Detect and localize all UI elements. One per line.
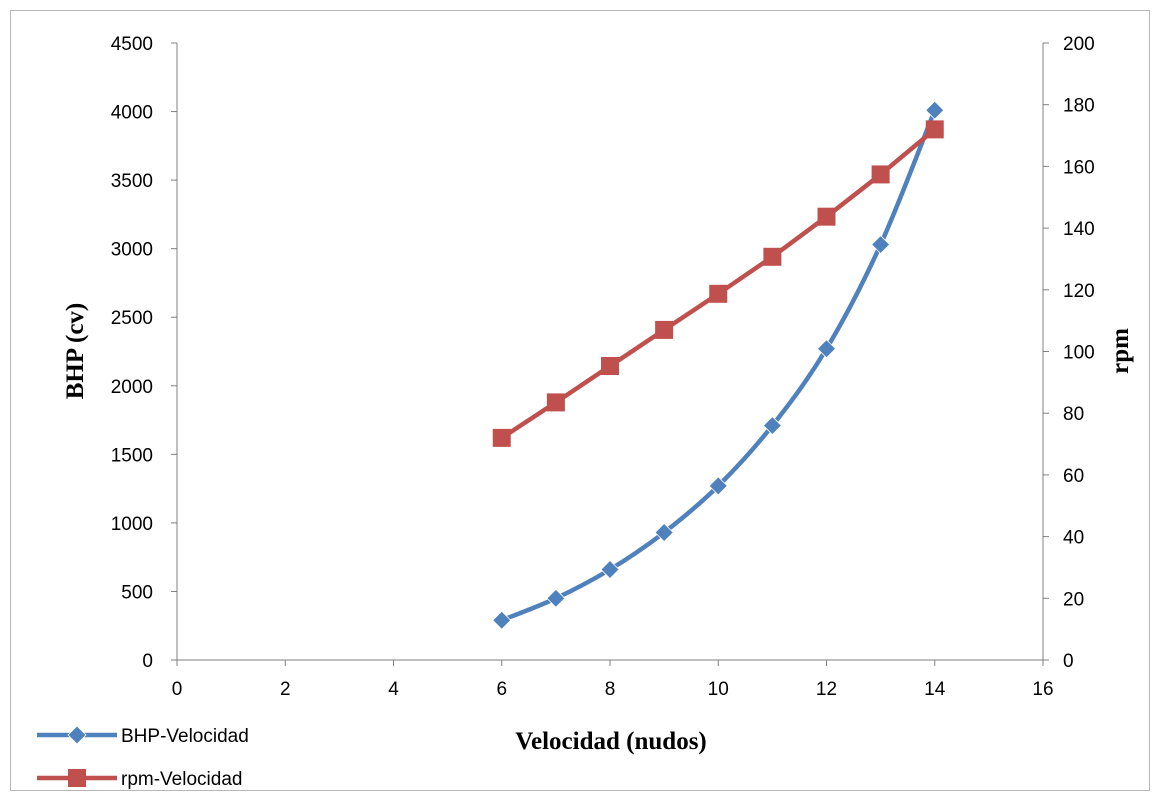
series-point-1 <box>817 207 836 226</box>
y2-tick-label: 80 <box>1063 404 1084 425</box>
legend-label: rpm-Velocidad <box>121 769 242 790</box>
series-point-0 <box>600 559 620 580</box>
x-tick-label: 2 <box>280 679 291 700</box>
ticks-layer: 0 2 4 6 8 10 12 14 16050010001500200025003000350… <box>111 34 1095 700</box>
series-point-1 <box>709 284 728 303</box>
series-point-1 <box>925 120 944 139</box>
y2-axis-title: rpm <box>1107 328 1134 374</box>
y-tick-label: 1000 <box>111 514 153 535</box>
series-point-1 <box>655 320 674 339</box>
legend-marker <box>68 769 86 787</box>
chart-frame <box>10 10 1150 791</box>
y2-tick-label: 0 <box>1063 651 1074 672</box>
titles-layer: Velocidad (nudos) BHP (cv) rpm <box>62 303 1134 755</box>
series-point-1 <box>492 428 511 447</box>
y2-tick-label: 200 <box>1063 34 1095 55</box>
legend-entry: BHP-Velocidad <box>37 725 249 747</box>
y-tick-label: 4500 <box>111 34 153 55</box>
x-tick-label: 14 <box>924 679 946 700</box>
y2-tick-label: 20 <box>1063 589 1084 610</box>
y2-tick-label: 160 <box>1063 157 1095 178</box>
legend: BHP-Velocidad rpm-Velocidad <box>37 725 249 790</box>
y2-tick-label: 40 <box>1063 528 1084 549</box>
series-point-0 <box>762 415 782 436</box>
y2-tick-label: 120 <box>1063 281 1095 302</box>
series-point-1 <box>763 247 782 266</box>
y-tick-label: 4000 <box>111 103 153 124</box>
series-point-0 <box>492 610 512 630</box>
x-axis-title: Velocidad (nudos) <box>515 728 707 755</box>
series-point-1 <box>546 393 565 412</box>
series-point-1 <box>601 356 619 375</box>
legend-marker <box>67 725 87 745</box>
x-tick-label: 12 <box>816 679 837 700</box>
series-point-0 <box>871 234 891 255</box>
y-tick-label: 2500 <box>111 308 153 329</box>
series-layer <box>492 100 945 630</box>
series-point-0 <box>925 100 945 120</box>
y-axis-title: BHP (cv) <box>62 303 89 400</box>
y2-tick-label: 140 <box>1063 219 1095 240</box>
y-tick-label: 3500 <box>111 171 153 192</box>
y-tick-label: 0 <box>142 651 153 672</box>
legend-label: BHP-Velocidad <box>121 726 249 747</box>
x-tick-label: 10 <box>708 679 729 700</box>
series-point-0 <box>546 588 566 608</box>
series-line-0 <box>499 107 937 623</box>
y2-tick-label: 180 <box>1063 96 1095 117</box>
y2-tick-label: 100 <box>1063 343 1095 364</box>
y-tick-label: 1500 <box>111 445 153 466</box>
x-tick-label: 6 <box>496 679 507 700</box>
series-point-0 <box>708 476 728 496</box>
x-tick-label: 8 <box>605 679 616 700</box>
x-tick-label: 0 <box>172 679 183 700</box>
x-tick-label: 16 <box>1032 679 1053 700</box>
series-point-0 <box>654 522 674 543</box>
y2-tick-label: 60 <box>1063 466 1084 487</box>
x-tick-label: 4 <box>388 679 399 700</box>
legend-entry: rpm-Velocidad <box>37 769 242 790</box>
y-tick-label: 3000 <box>111 240 153 261</box>
y-tick-label: 500 <box>121 582 153 603</box>
series-line-1 <box>499 127 937 441</box>
y-tick-label: 2000 <box>111 377 153 398</box>
series-point-0 <box>816 339 837 359</box>
series-point-1 <box>871 165 890 184</box>
